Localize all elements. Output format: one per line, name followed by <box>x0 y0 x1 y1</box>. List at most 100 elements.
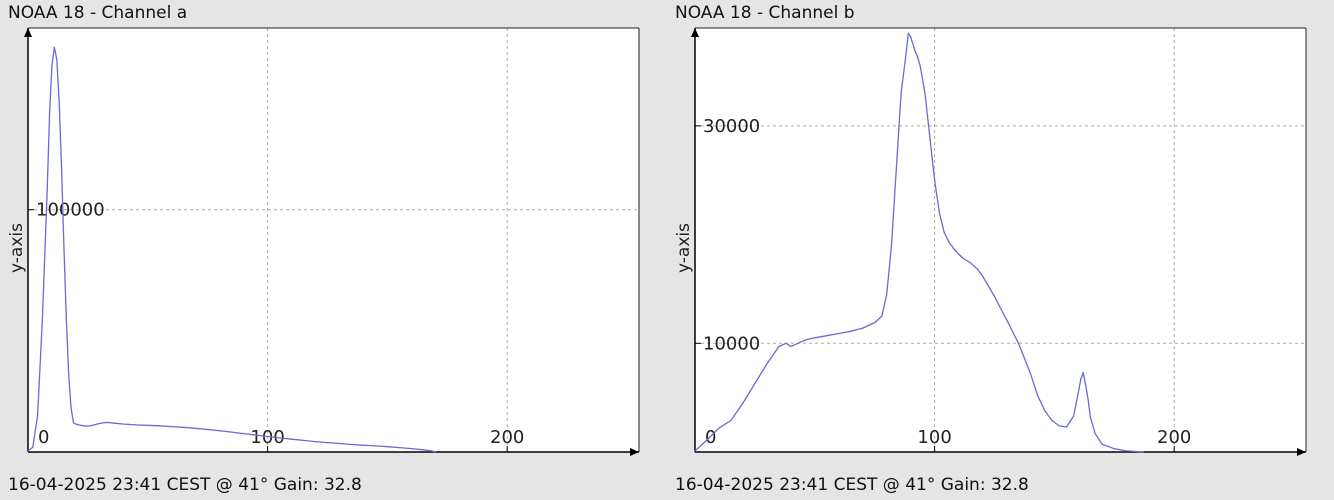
data-point <box>778 345 780 348</box>
data-point <box>53 46 56 49</box>
data-point <box>914 51 916 53</box>
data-point <box>1089 416 1091 418</box>
data-point <box>929 136 931 138</box>
data-point <box>1044 410 1046 412</box>
y-tick-label: 100000 <box>36 200 105 221</box>
data-point <box>398 447 400 449</box>
data-point <box>147 424 149 426</box>
data-point <box>993 295 996 298</box>
data-point <box>63 245 65 247</box>
data-point <box>207 428 209 431</box>
data-point <box>49 112 51 114</box>
data-point <box>32 446 34 448</box>
data-point <box>969 262 972 264</box>
data-point <box>742 402 744 404</box>
data-point <box>919 65 921 67</box>
y-tick-label: 10000 <box>703 333 760 354</box>
data-point <box>905 54 907 56</box>
data-point <box>910 36 912 38</box>
y-tick-label: 30000 <box>703 116 760 137</box>
data-point <box>72 422 75 424</box>
data-point <box>362 444 365 446</box>
chart-footer-status: 16-04-2025 23:41 CEST @ 41° Gain: 32.8 <box>675 475 1029 495</box>
y-axis-arrow <box>691 28 699 37</box>
x-tick-label: 100 <box>917 427 951 448</box>
data-point <box>1029 373 1032 375</box>
data-point <box>291 438 293 440</box>
data-point <box>255 434 257 436</box>
data-point <box>1017 342 1020 344</box>
data-point <box>694 450 696 452</box>
y-axis-arrow <box>24 28 32 37</box>
data-point <box>958 253 960 255</box>
data-point <box>429 450 432 452</box>
data-point <box>790 345 792 348</box>
data-point <box>68 373 70 376</box>
plot-area <box>695 28 1306 452</box>
data-point <box>718 427 720 429</box>
data-point <box>1080 378 1082 380</box>
data-point <box>99 422 101 424</box>
data-point <box>1125 450 1127 452</box>
x-tick-label: 200 <box>490 427 524 448</box>
data-point <box>41 318 44 320</box>
data-point <box>1051 419 1053 422</box>
data-point <box>302 439 305 441</box>
data-point <box>862 327 864 329</box>
data-point <box>797 342 799 344</box>
data-point <box>27 450 29 452</box>
data-point <box>900 92 902 94</box>
data-point <box>804 339 806 341</box>
data-point <box>838 332 840 335</box>
chart-svg-a: 0 100 200 100000 y-axis <box>7 27 640 456</box>
x-tick-label: 0 <box>38 427 49 448</box>
x-axis-arrow <box>1297 448 1306 456</box>
data-point <box>912 43 914 45</box>
data-point <box>374 445 376 447</box>
data-point <box>1073 415 1075 417</box>
data-point <box>243 433 245 435</box>
data-point <box>60 165 63 167</box>
data-point <box>1094 432 1096 435</box>
data-point <box>70 407 72 409</box>
data-point <box>56 58 58 61</box>
data-point <box>183 426 185 428</box>
data-point <box>195 427 197 429</box>
data-point <box>1037 394 1039 397</box>
data-point <box>123 423 125 425</box>
data-point <box>422 449 424 451</box>
data-point <box>766 363 768 365</box>
chart-svg-b: 0 100 200 10000 30000 y-axis <box>674 27 1307 456</box>
chart-panel-channel-b: 0 100 200 10000 30000 y-axis NOAA 18 - Channe… <box>667 0 1334 500</box>
data-point <box>51 63 53 65</box>
data-point <box>89 425 91 427</box>
data-point <box>1005 318 1008 320</box>
data-point <box>706 439 708 441</box>
data-point <box>1085 384 1087 386</box>
data-point <box>314 441 317 443</box>
data-point <box>159 425 161 427</box>
data-point <box>924 92 926 94</box>
data-point <box>106 421 108 423</box>
data-point <box>826 335 828 337</box>
data-point <box>1101 443 1103 445</box>
data-point <box>785 342 787 344</box>
data-point <box>386 446 388 448</box>
data-point <box>58 100 60 102</box>
data-point <box>981 275 984 277</box>
data-point <box>267 435 269 438</box>
data-point <box>850 330 852 332</box>
data-point <box>1082 372 1084 374</box>
data-point <box>1113 448 1115 450</box>
data-point <box>75 423 77 425</box>
data-point <box>279 437 281 439</box>
series-line <box>27 46 436 453</box>
data-point <box>962 257 964 260</box>
data-point <box>934 179 936 181</box>
data-point <box>46 189 48 191</box>
x-tick-label: 200 <box>1157 427 1191 448</box>
data-point <box>84 425 87 427</box>
chart-title: NOAA 18 - Channel b <box>675 3 855 23</box>
data-point <box>65 318 67 320</box>
data-point <box>890 244 893 246</box>
